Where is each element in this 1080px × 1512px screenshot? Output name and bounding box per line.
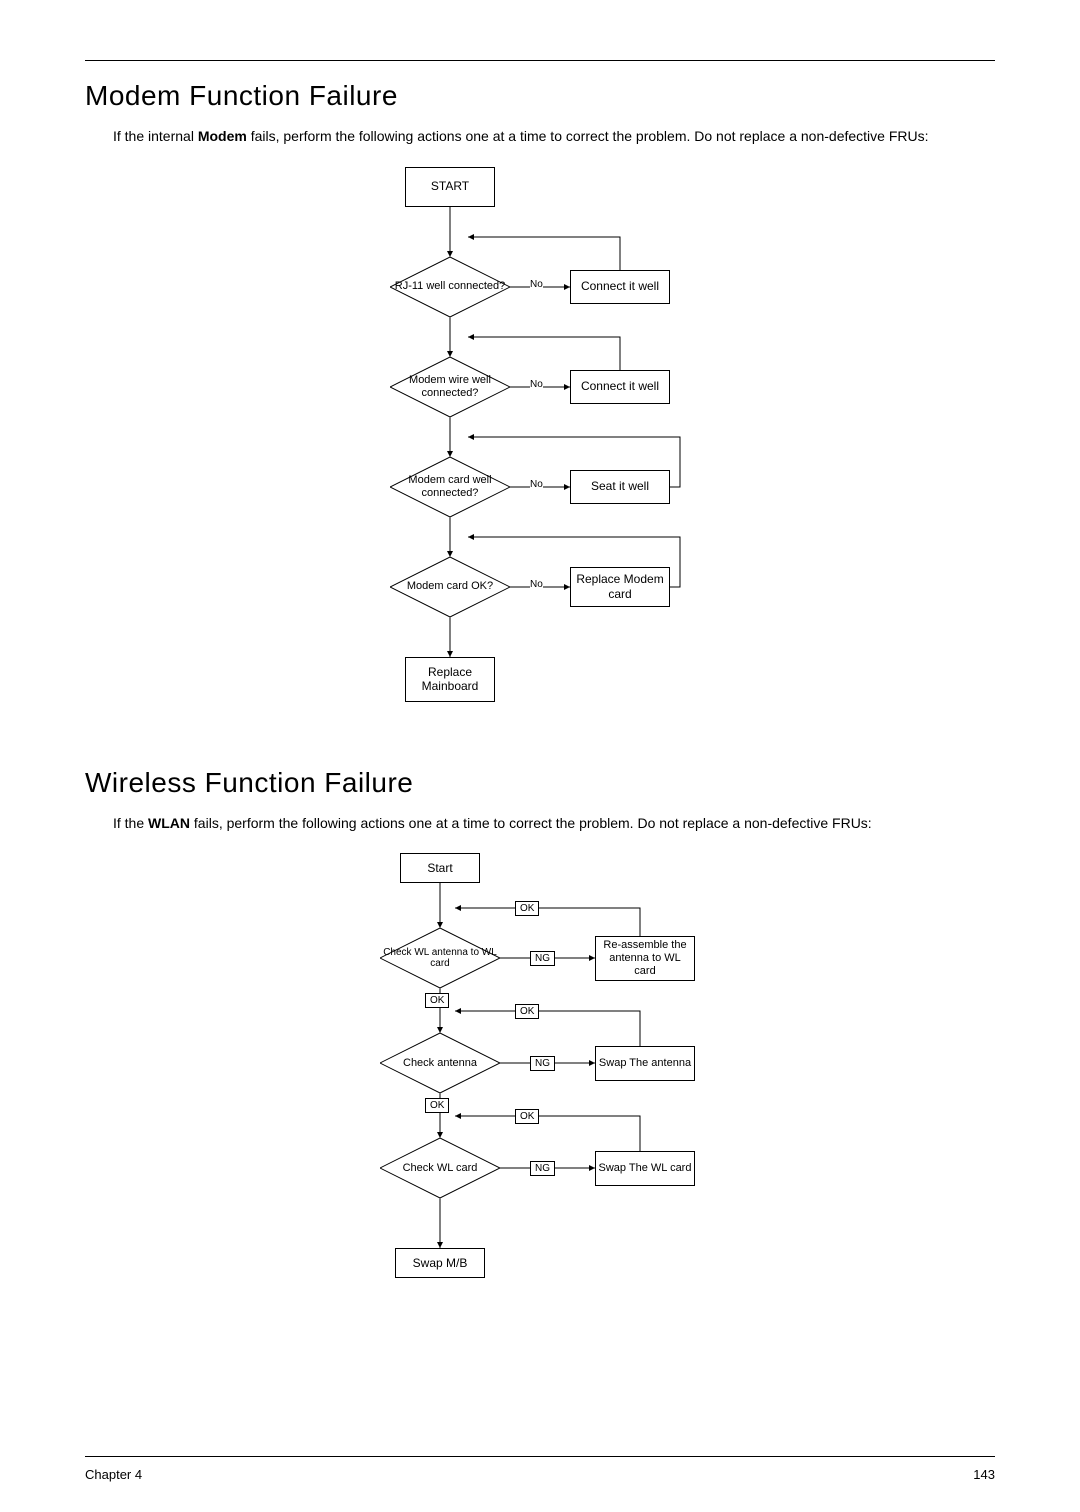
label: Seat it well <box>591 479 649 493</box>
label: Swap The WL card <box>599 1162 692 1175</box>
section1-body: If the internal Modem fails, perform the… <box>113 127 995 147</box>
label: Connect it well <box>581 379 659 393</box>
ok-label: OK <box>425 993 449 1008</box>
ok-label: OK <box>515 1004 539 1019</box>
a3-seat: Seat it well <box>570 470 670 504</box>
label: Modem wire well connected? <box>390 374 510 399</box>
no-label: No <box>530 379 543 390</box>
label: Re-assemble the antenna to WL card <box>598 939 692 979</box>
no-label: No <box>530 279 543 290</box>
end-swap-mb: Swap M/B <box>395 1248 485 1278</box>
label: START <box>431 179 469 193</box>
d3-modem-card-conn: Modem card well connected? <box>390 457 510 517</box>
text: If the internal <box>113 128 198 144</box>
d4-modem-card-ok: Modem card OK? <box>390 557 510 617</box>
footer-page-number: 143 <box>973 1467 995 1482</box>
start-box: Start <box>400 853 480 883</box>
ng-label: NG <box>530 951 555 966</box>
a3-swap-card: Swap The WL card <box>595 1151 695 1186</box>
ng-label: NG <box>530 1056 555 1071</box>
d3-check-wl-card: Check WL card <box>380 1138 500 1198</box>
label: RJ-11 well connected? <box>395 280 505 293</box>
page: Modem Function Failure If the internal M… <box>0 0 1080 1512</box>
ok-label: OK <box>515 901 539 916</box>
label: Replace Modem card <box>573 572 667 601</box>
a4-replace-card: Replace Modem card <box>570 567 670 607</box>
end-replace-mb: Replace Mainboard <box>405 657 495 702</box>
label: Swap M/B <box>413 1256 468 1270</box>
text-bold: WLAN <box>148 815 190 831</box>
start-box: START <box>405 167 495 207</box>
text-bold: Modem <box>198 128 247 144</box>
a2-connect: Connect it well <box>570 370 670 404</box>
wlan-flowchart: Start OK Check WL antenna to WL card NG … <box>340 853 740 1293</box>
section2-body: If the WLAN fails, perform the following… <box>113 814 995 834</box>
d1-rj11: RJ-11 well connected? <box>390 257 510 317</box>
no-label: No <box>530 479 543 490</box>
label: Swap The antenna <box>599 1057 691 1070</box>
header-rule <box>85 60 995 61</box>
ok-label: OK <box>515 1109 539 1124</box>
section1-title: Modem Function Failure <box>85 80 995 112</box>
a1-connect: Connect it well <box>570 270 670 304</box>
ok-label: OK <box>425 1098 449 1113</box>
text: If the <box>113 815 148 831</box>
a1-reassemble: Re-assemble the antenna to WL card <box>595 936 695 981</box>
d2-check-antenna: Check antenna <box>380 1033 500 1093</box>
d1-check-antenna-to-card: Check WL antenna to WL card <box>380 928 500 988</box>
label: Replace Mainboard <box>408 665 492 694</box>
label: Start <box>427 861 452 875</box>
label: Check WL antenna to WL card <box>380 947 500 970</box>
footer-chapter: Chapter 4 <box>85 1467 142 1482</box>
text: fails, perform the following actions one… <box>190 815 872 831</box>
d2-modem-wire: Modem wire well connected? <box>390 357 510 417</box>
label: Modem card well connected? <box>390 474 510 499</box>
modem-flowchart: START RJ-11 well connected? Connect it w… <box>340 167 740 727</box>
footer-rule <box>85 1456 995 1457</box>
no-label: No <box>530 579 543 590</box>
text: fails, perform the following actions one… <box>247 128 929 144</box>
ng-label: NG <box>530 1161 555 1176</box>
label: Modem card OK? <box>407 580 493 593</box>
label: Connect it well <box>581 279 659 293</box>
label: Check antenna <box>403 1057 477 1070</box>
a2-swap-antenna: Swap The antenna <box>595 1046 695 1081</box>
label: Check WL card <box>403 1162 478 1175</box>
section2-title: Wireless Function Failure <box>85 767 995 799</box>
